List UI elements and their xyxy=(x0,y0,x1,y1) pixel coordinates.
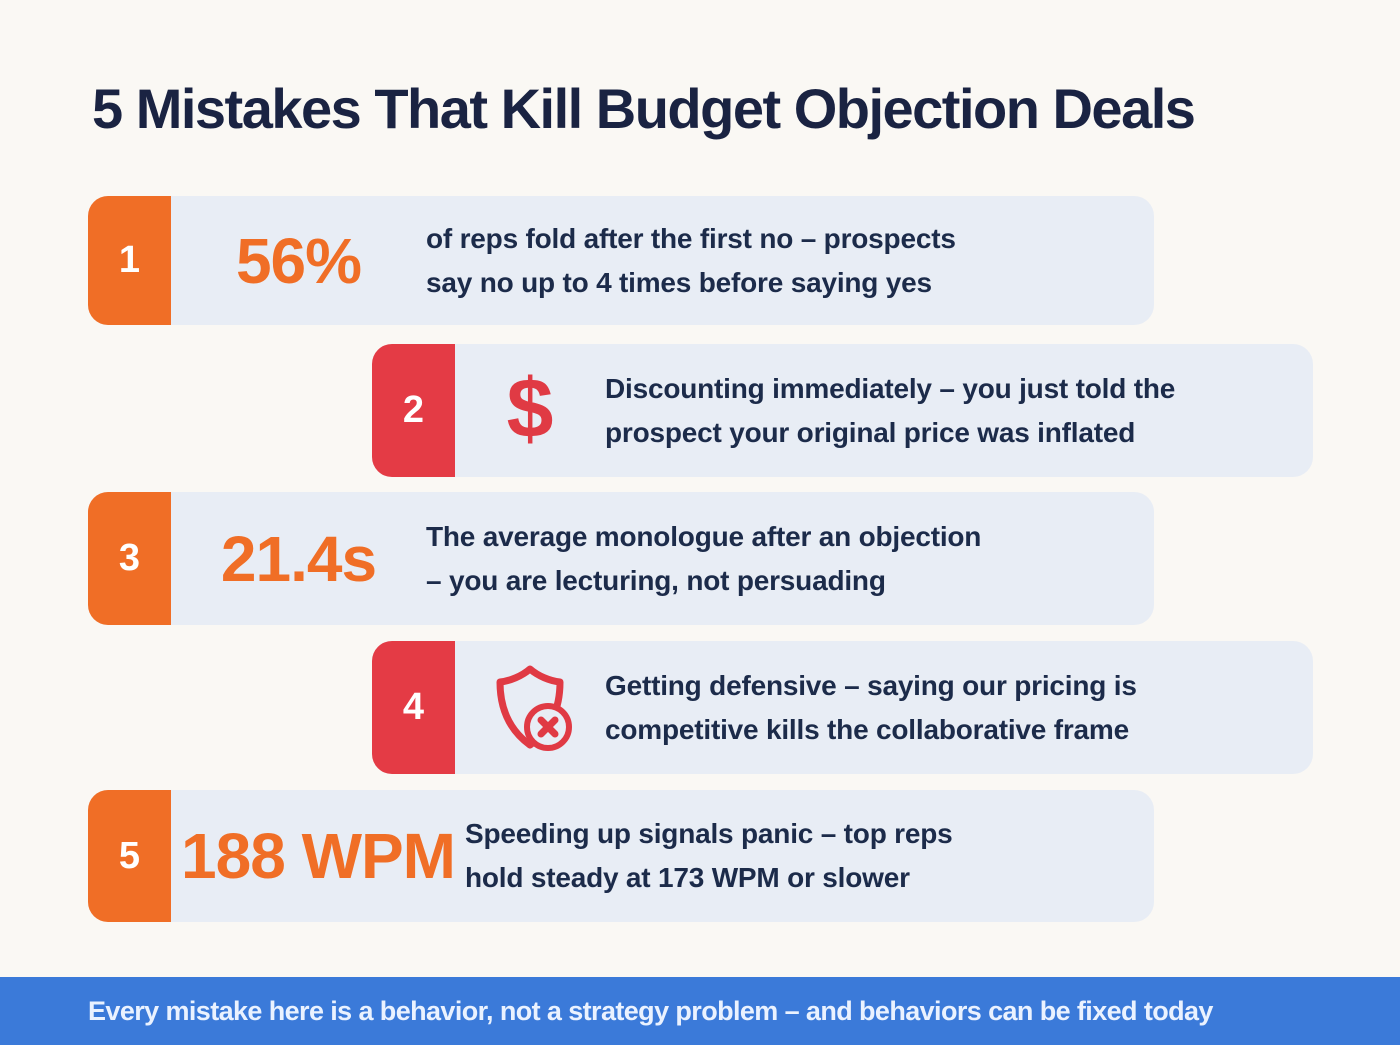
number-badge: 2 xyxy=(372,344,455,477)
mistake-card-3: 3 21.4s The average monologue after an o… xyxy=(88,492,1154,625)
number-badge-label: 5 xyxy=(118,834,141,877)
mistake-text: Getting defensive – saying our pricing i… xyxy=(605,669,1137,745)
page-title: 5 Mistakes That Kill Budget Objection De… xyxy=(92,77,1196,140)
mistake-card-2: 2 $ Discounting immediately – you just t… xyxy=(372,344,1313,477)
icon-zone: $ xyxy=(455,366,605,456)
number-badge: 3 xyxy=(88,492,171,625)
icon-zone xyxy=(455,661,605,755)
dollar-icon: $ xyxy=(506,360,554,455)
mistake-card-5: 5 188 WPM Speeding up signals panic – to… xyxy=(88,790,1154,922)
stat-value: 188 WPM xyxy=(181,820,456,892)
stat-value: 21.4s xyxy=(220,522,377,595)
number-badge-label: 3 xyxy=(118,537,141,579)
number-badge-label: 2 xyxy=(402,389,425,431)
number-badge: 4 xyxy=(372,641,455,774)
mistake-card-4: 4 Getting defensive – saying our pricing… xyxy=(372,641,1313,774)
number-badge-label: 1 xyxy=(118,239,141,281)
mistake-text: of reps fold after the first no – prospe… xyxy=(426,222,956,298)
number-badge: 5 xyxy=(88,790,171,922)
number-badge: 1 xyxy=(88,196,171,325)
shield-x-icon xyxy=(496,665,572,751)
footer-text: Every mistake here is a behavior, not a … xyxy=(88,995,1213,1026)
mistake-text: Discounting immediately – you just told … xyxy=(605,372,1176,448)
footer-banner: Every mistake here is a behavior, not a … xyxy=(0,977,1400,1045)
number-badge-label: 4 xyxy=(402,686,425,728)
mistake-text: The average monologue after an objection… xyxy=(426,520,982,596)
mistake-text: Speeding up signals panic – top reps hol… xyxy=(464,818,953,893)
mistake-card-1: 1 56% of reps fold after the first no – … xyxy=(88,196,1154,325)
stat-value: 56% xyxy=(235,224,362,297)
